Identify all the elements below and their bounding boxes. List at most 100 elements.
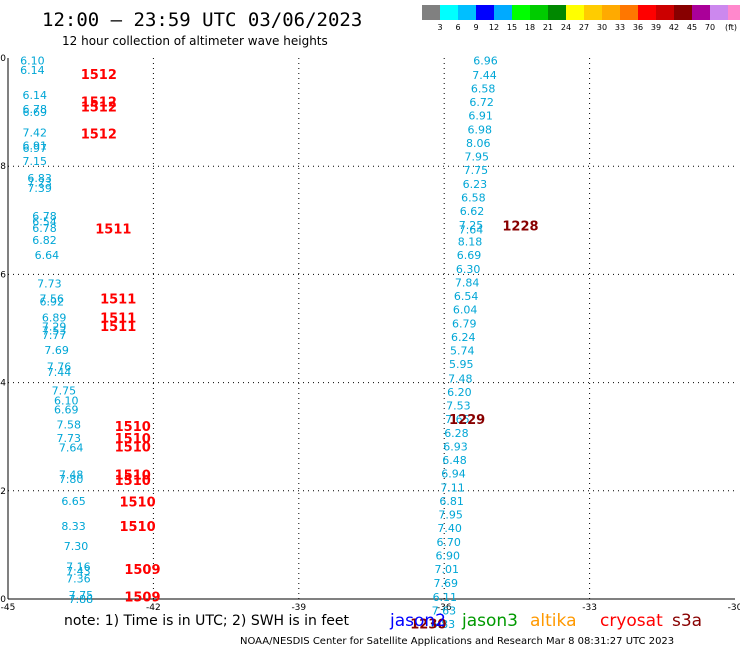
swh-point: 6.23 — [463, 178, 488, 191]
y-tick-label: 4 — [0, 379, 6, 389]
legend-swatch — [548, 5, 566, 20]
swh-point: 6.24 — [451, 331, 476, 344]
footer-note: note: 1) Time is in UTC; 2) SWH is in fe… — [64, 613, 350, 629]
swh-point: 7.56 — [40, 293, 65, 306]
swh-point: 7.69 — [44, 344, 69, 357]
swh-point: 6.30 — [456, 263, 481, 276]
swh-point: 6.58 — [471, 82, 496, 95]
swh-point: 8.06 — [466, 137, 491, 150]
swh-point: 7.80 — [59, 473, 84, 486]
color-legend: 3 6 9 12 15 18 21 24 27 30 33 36 39 42 45 70 (ft) — [422, 5, 740, 32]
legend-label: 12 — [489, 23, 499, 32]
x-tick-label: -33 — [582, 603, 597, 613]
swh-point: 6.69 — [457, 249, 482, 262]
swh-point: 6.14 — [23, 89, 48, 102]
swh-point: 6.64 — [35, 249, 60, 262]
swh-point: 6.91 — [468, 109, 493, 122]
pass-label: 1511 — [95, 222, 131, 237]
swh-point: 7.75 — [464, 164, 489, 177]
swh-point: 7.88 — [69, 593, 94, 606]
pass-label: 1512 — [81, 101, 117, 116]
satellite-altika: altika — [530, 611, 577, 631]
legend-swatch — [566, 5, 584, 20]
swh-point: 7.39 — [27, 182, 51, 195]
pass-label: 1511 — [100, 312, 136, 327]
satellite-jason2: jason2 — [389, 611, 446, 631]
pass-label: 1512 — [81, 95, 117, 110]
swh-point: 8.18 — [458, 235, 483, 248]
pass-label: 1510 — [115, 432, 151, 447]
pass-label: 1510 — [115, 474, 151, 489]
legend-swatch — [692, 5, 710, 20]
swh-point: 7.73 — [37, 278, 62, 291]
swh-point: 7.40 — [437, 522, 462, 535]
swh-point: 7.30 — [64, 540, 88, 553]
legend-label: 6 — [455, 23, 460, 32]
legend-swatch — [458, 5, 476, 20]
chart-subtitle: 12 hour collection of altimeter wave hei… — [62, 34, 328, 48]
swh-point: 6.97 — [23, 142, 48, 155]
swh-point: 6.98 — [467, 123, 492, 136]
swh-point: 6.92 — [40, 295, 65, 308]
legend-label: 21 — [543, 23, 553, 32]
swh-point: 6.69 — [54, 404, 79, 417]
pass-label: 1511 — [100, 320, 136, 335]
pass-label: 1510 — [119, 496, 155, 511]
legend-label: 18 — [525, 23, 535, 32]
swh-point: 7.69 — [434, 577, 459, 590]
swh-point: 7.44 — [47, 366, 71, 379]
legend-label: 36 — [633, 23, 643, 32]
swh-point: 7.36 — [66, 572, 91, 585]
swh-point: 6.90 — [435, 550, 460, 563]
pass-label: 1509 — [124, 590, 160, 605]
x-tick-label: -42 — [146, 603, 161, 613]
y-tick-label: 2 — [0, 487, 6, 497]
pass-label: 1511 — [100, 293, 136, 308]
swh-point: 7.84 — [455, 277, 480, 290]
legend-swatch — [602, 5, 620, 20]
swh-point: 7.64 — [59, 442, 84, 455]
legend-swatch — [710, 5, 728, 20]
swh-point: 7.44 — [472, 69, 497, 82]
legend-swatch — [674, 5, 692, 20]
y-tick-label: 8 — [0, 162, 6, 172]
pass-label: 1509 — [124, 563, 160, 578]
legend-label: 70 — [705, 23, 715, 32]
swh-point: 6.10 — [54, 394, 79, 407]
x-tick-label: -36 — [437, 603, 452, 613]
legend-swatch — [584, 5, 602, 20]
swh-point: 7.95 — [465, 150, 490, 163]
legend-swatch — [476, 5, 494, 20]
satellite-jason3: jason3 — [461, 611, 518, 631]
legend-swatch — [494, 5, 512, 20]
swh-point: 6.96 — [473, 55, 498, 68]
swh-point: 7.58 — [56, 418, 81, 431]
pass-label: 1228 — [502, 220, 538, 235]
swh-point: 6.54 — [32, 215, 57, 228]
swh-point: 6.65 — [61, 495, 86, 508]
swh-point: 6.69 — [23, 106, 48, 119]
swh-point: 5.74 — [450, 345, 475, 358]
swh-point: 7.77 — [42, 329, 67, 342]
swh-values: 6.106.146.146.786.697.426.916.977.156.83… — [20, 55, 498, 631]
chart-title: 12:00 — 23:59 UTC 03/06/2023 — [42, 9, 362, 31]
y-tick-label: 0 — [0, 595, 6, 605]
swh-point: 5.95 — [449, 358, 474, 371]
swh-point: 6.78 — [32, 210, 57, 223]
legend-label: 45 — [687, 23, 697, 32]
legend-label: 3 — [437, 23, 442, 32]
swh-point: 7.23 — [27, 176, 51, 189]
swh-point: 7.29 — [42, 320, 67, 333]
swh-point: 7.63 — [432, 604, 457, 617]
pass-label: 1230 — [410, 617, 446, 632]
legend-unit: (ft) — [725, 23, 737, 32]
pass-label: 1510 — [115, 469, 151, 484]
legend-swatch — [728, 5, 740, 20]
pass-label: 1510 — [115, 420, 151, 435]
legend-swatch — [638, 5, 656, 20]
pass-labels: 1512151215121512151115111511151115101510… — [81, 68, 539, 632]
swh-point: 7.65 — [445, 413, 470, 426]
swh-point: 6.11 — [433, 591, 458, 604]
swh-point: 6.79 — [452, 318, 477, 331]
